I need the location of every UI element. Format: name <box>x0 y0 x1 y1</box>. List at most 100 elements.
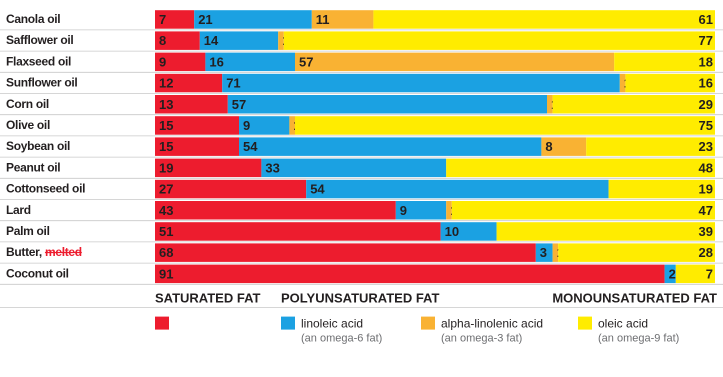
bar-saturated <box>155 243 536 262</box>
data-label-alpha: 8 <box>545 139 552 154</box>
bar-linoleic <box>227 95 548 114</box>
chart-row: Flaxseed oil 9 16 57 18 <box>0 52 723 73</box>
bar-linoleic <box>199 31 279 50</box>
legend-swatch <box>578 316 592 330</box>
data-label-saturated: 51 <box>159 224 173 239</box>
bar-linoleic <box>535 243 553 262</box>
category-label: Coconut oil <box>6 266 69 280</box>
bar-saturated <box>155 179 307 199</box>
bar-linoleic <box>395 201 447 220</box>
chart-row: Sunflower oil1271116 <box>0 73 723 94</box>
category-label: Canola oil <box>6 12 60 26</box>
data-label-linoleic: 9 <box>400 203 407 218</box>
chart-row: Lard439147 <box>0 201 723 222</box>
bar-alpha <box>295 52 615 72</box>
data-label-linoleic: 3 <box>540 245 547 260</box>
chart-row: Canola oil 7 21 11 61 <box>0 10 723 31</box>
struck-word: melted <box>45 245 82 259</box>
data-label-linoleic: 14 <box>204 33 219 48</box>
bar-oleic <box>614 52 715 72</box>
bar-linoleic <box>261 158 447 178</box>
legend-item-alpha: alpha-linolenic acid (an omega-3 fat) <box>421 316 543 345</box>
bar-saturated <box>155 201 396 220</box>
data-label-linoleic: 57 <box>232 97 246 112</box>
data-label-saturated: 7 <box>159 12 166 27</box>
data-label-saturated: 27 <box>159 182 173 197</box>
bar-linoleic <box>664 264 676 284</box>
legend-sublabel: (an omega-6 fat) <box>301 333 382 345</box>
bar-oleic <box>373 10 715 29</box>
category-label: Flaxseed oil <box>6 54 71 68</box>
data-label-linoleic: 54 <box>310 182 325 197</box>
legend-swatch <box>155 316 169 330</box>
bar-saturated <box>155 137 239 156</box>
data-label-oleic: 48 <box>699 160 713 175</box>
bar-linoleic <box>306 179 609 199</box>
data-label-saturated: 43 <box>159 203 173 218</box>
data-label-oleic: 75 <box>699 118 713 133</box>
data-label-oleic: 47 <box>699 203 713 218</box>
bar-oleic <box>552 95 715 114</box>
data-label-linoleic: 9 <box>243 118 250 133</box>
legend-label: alpha-linolenic acid <box>441 317 543 331</box>
bar-saturated <box>155 73 223 93</box>
bar-saturated <box>155 10 195 29</box>
bar-oleic <box>608 179 715 199</box>
data-label-oleic: 16 <box>699 76 713 91</box>
data-label-oleic: 18 <box>699 54 713 69</box>
bar-saturated <box>155 222 441 241</box>
chart-row: Coconut oil 91 2 7 <box>0 264 723 285</box>
data-label-oleic: 39 <box>699 224 713 239</box>
bar-alpha <box>619 73 626 93</box>
data-label-alpha: 11 <box>316 12 330 27</box>
bar-saturated <box>155 52 206 72</box>
bar-oleic <box>625 73 715 93</box>
saturated-header: SATURATED FAT <box>155 291 260 306</box>
category-label: Corn oil <box>6 97 49 111</box>
data-label-oleic: 23 <box>699 139 713 154</box>
bar-linoleic <box>239 137 542 156</box>
bar-linoleic <box>440 222 497 241</box>
category-label: Soybean oil <box>6 139 70 153</box>
bar-saturated <box>155 116 239 135</box>
data-label-linoleic: 21 <box>198 12 212 27</box>
data-label-saturated: 19 <box>159 160 173 175</box>
chart-row: Butter, melted683128 <box>0 243 723 264</box>
legend-sublabel: (an omega-9 fat) <box>598 333 679 345</box>
bar-oleic <box>451 201 715 220</box>
monounsaturated-header: MONOUNSATURATED FAT <box>552 291 717 306</box>
bar-oleic <box>558 243 715 262</box>
category-label: Safflower oil <box>6 33 73 47</box>
data-label-oleic: 77 <box>699 33 713 48</box>
data-label-linoleic: 2 <box>669 266 676 281</box>
legend-item-saturated <box>155 316 169 330</box>
data-label-oleic: 19 <box>699 182 713 197</box>
data-label-saturated: 9 <box>159 54 166 69</box>
data-label-saturated: 91 <box>159 266 173 281</box>
bar-oleic <box>496 222 715 241</box>
data-label-saturated: 12 <box>159 76 173 91</box>
category-label: Olive oil <box>6 118 50 132</box>
data-label-saturated: 68 <box>159 245 173 260</box>
bar-saturated <box>155 264 665 284</box>
bar-alpha <box>278 31 284 50</box>
bar-alpha <box>289 116 295 135</box>
data-label-linoleic: 33 <box>265 160 279 175</box>
bar-oleic <box>283 31 715 50</box>
bar-alpha <box>446 201 452 220</box>
legend-label: linoleic acid <box>301 317 363 331</box>
legend-item-linoleic: linoleic acid (an omega-6 fat) <box>281 316 382 345</box>
legend-swatch <box>281 316 295 330</box>
bar-oleic <box>446 158 715 178</box>
data-label-saturated: 13 <box>159 97 173 112</box>
chart-row: Safflower oil814177 <box>0 31 723 52</box>
bar-oleic <box>295 116 715 135</box>
bar-saturated <box>155 95 228 114</box>
bar-alpha <box>547 95 553 114</box>
legend-item-oleic: oleic acid (an omega-9 fat) <box>578 316 679 345</box>
data-label-saturated: 8 <box>159 33 166 48</box>
bar-saturated <box>155 158 262 178</box>
